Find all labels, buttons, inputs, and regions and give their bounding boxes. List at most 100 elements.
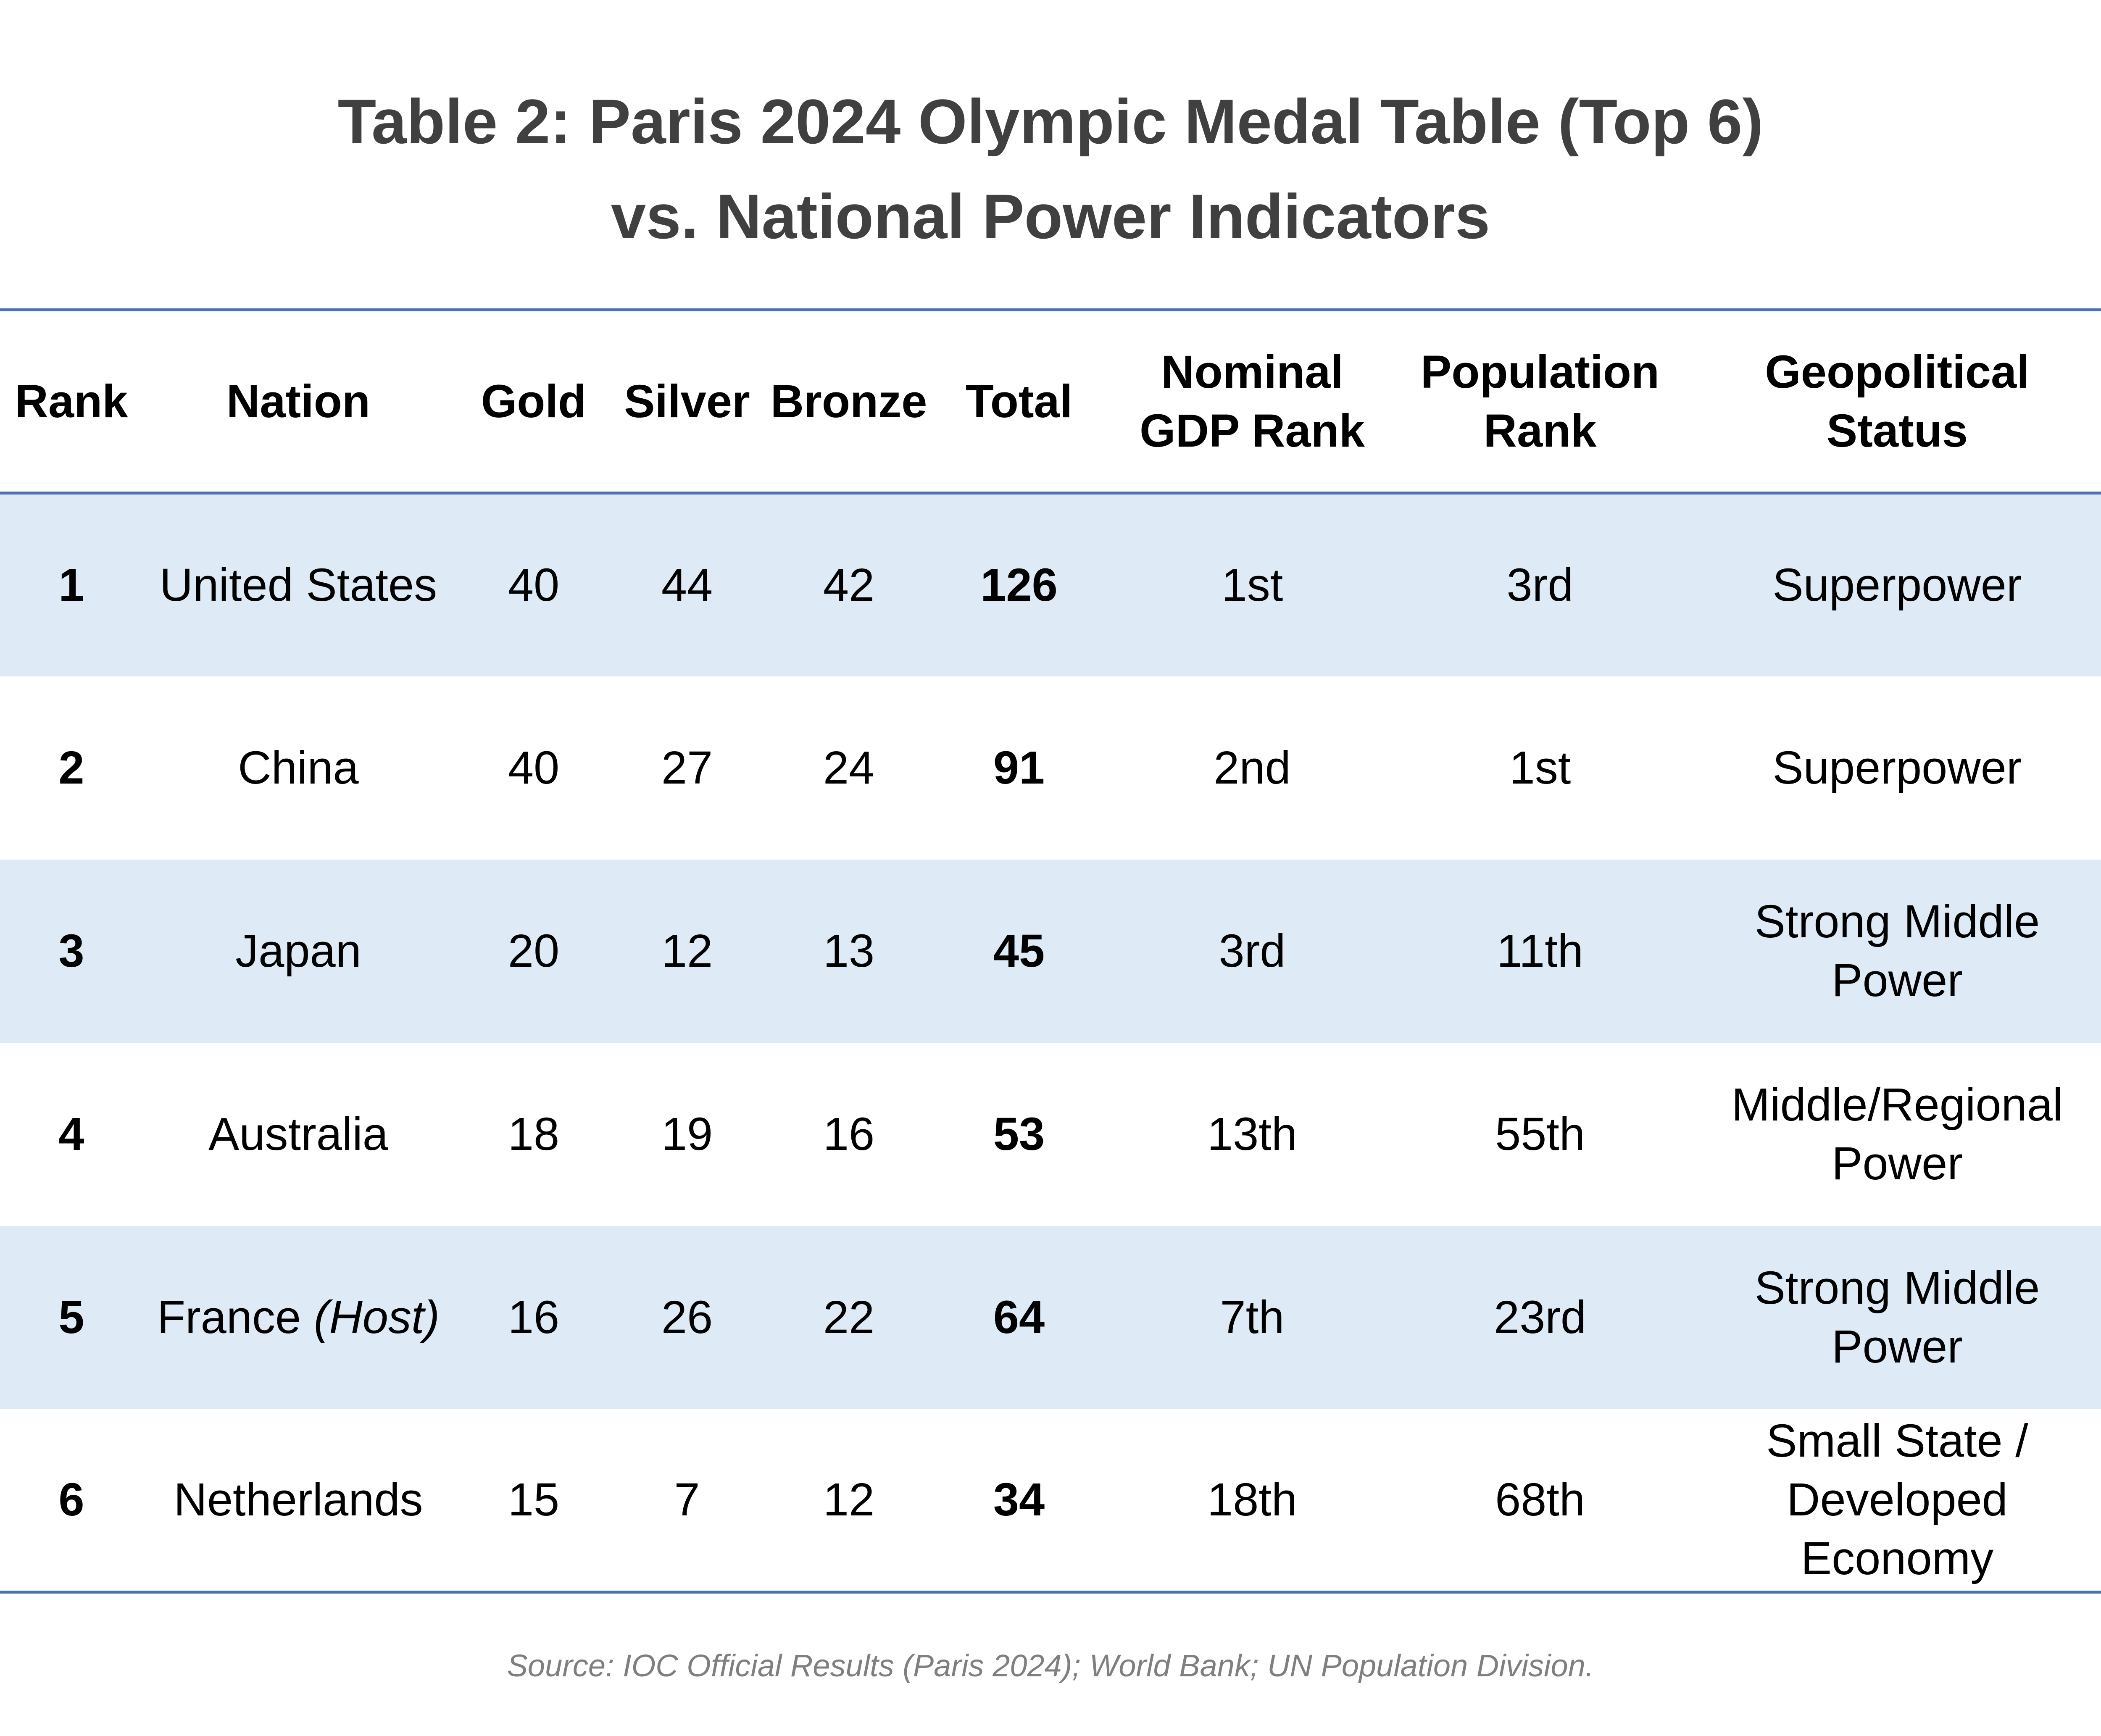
header-label: Nominal xyxy=(1161,346,1343,398)
header-label: Rank xyxy=(15,375,128,427)
rank-cell: 2 xyxy=(58,742,84,794)
nation-cell: China xyxy=(143,676,454,860)
title-line-2: vs. National Power Indicators xyxy=(611,181,1490,252)
status-line: Power xyxy=(1832,954,1963,1006)
gold-cell: 15 xyxy=(508,1473,560,1526)
header-label: Bronze xyxy=(770,375,927,427)
total-cell: 91 xyxy=(993,742,1045,794)
nation-cell: Japan xyxy=(143,860,454,1043)
table-row: 4 Australia 18 19 16 53 13th 55th Middle/Regiona… xyxy=(0,1043,2101,1226)
header-label: Status xyxy=(1826,405,1968,457)
silver-cell: 7 xyxy=(674,1473,700,1526)
bronze-cell: 24 xyxy=(823,742,875,794)
header-label: Geopolitical xyxy=(1765,346,2030,398)
header-nation: Nation xyxy=(143,310,454,493)
header-gdp-rank: Nominal GDP Rank xyxy=(1101,310,1403,493)
total-cell: 45 xyxy=(993,925,1045,977)
gdp-rank-cell: 1st xyxy=(1221,559,1283,611)
status-line: Middle/Regional xyxy=(1731,1078,2063,1131)
header-rank: Rank xyxy=(0,310,143,493)
gold-cell: 40 xyxy=(508,742,560,794)
status-line: Strong Middle xyxy=(1754,1262,2040,1314)
gdp-rank-cell: 13th xyxy=(1207,1108,1298,1160)
gold-cell: 18 xyxy=(508,1108,560,1160)
silver-cell: 44 xyxy=(661,559,713,611)
geopolitical-status-cell: Strong Middle Power xyxy=(1677,1226,2101,1409)
status-line: Superpower xyxy=(1772,559,2022,611)
rank-cell: 1 xyxy=(58,559,84,611)
nation-name: France xyxy=(157,1291,301,1343)
status-line: Power xyxy=(1832,1137,1963,1189)
table-body: 1 United States 40 44 42 126 1st 3rd Superpower 2… xyxy=(0,493,2101,1592)
geopolitical-status-cell: Strong Middle Power xyxy=(1677,860,2101,1043)
header-total: Total xyxy=(937,310,1101,493)
silver-cell: 19 xyxy=(661,1108,713,1160)
medal-table: Rank Nation Gold Silver Bronze Total Nominal GD… xyxy=(0,308,2101,1594)
title-line-1: Table 2: Paris 2024 Olympic Medal Table … xyxy=(337,86,1764,157)
status-line: Developed xyxy=(1787,1473,2008,1526)
header-row: Rank Nation Gold Silver Bronze Total Nominal GD… xyxy=(0,310,2101,493)
table-row: 1 United States 40 44 42 126 1st 3rd Superpower xyxy=(0,493,2101,676)
silver-cell: 26 xyxy=(661,1291,713,1343)
table-row: 6 Netherlands 15 7 12 34 18th 68th Small State /… xyxy=(0,1409,2101,1592)
gdp-rank-cell: 18th xyxy=(1207,1473,1298,1526)
rank-cell: 4 xyxy=(58,1108,84,1160)
status-line: Strong Middle xyxy=(1754,895,2040,947)
nation-cell: Netherlands xyxy=(143,1409,454,1592)
header-geopolitical-status: Geopolitical Status xyxy=(1677,310,2101,493)
table-row: 3 Japan 20 12 13 45 3rd 11th Strong Middle Power xyxy=(0,859,2101,1043)
population-rank-cell: 11th xyxy=(1497,925,1583,977)
nation-cell: Australia xyxy=(143,1043,454,1226)
rank-cell: 5 xyxy=(58,1291,84,1343)
gdp-rank-cell: 2nd xyxy=(1214,742,1291,794)
nation-cell: United States xyxy=(143,493,454,676)
gold-cell: 40 xyxy=(508,559,560,611)
gdp-rank-cell: 7th xyxy=(1220,1291,1285,1343)
bronze-cell: 22 xyxy=(823,1291,875,1343)
nation-name: China xyxy=(238,742,359,794)
bronze-cell: 13 xyxy=(823,925,875,977)
host-note: (Host) xyxy=(313,1291,440,1343)
population-rank-cell: 1st xyxy=(1509,742,1571,794)
silver-cell: 27 xyxy=(661,742,713,794)
header-label: Gold xyxy=(481,375,587,427)
status-line: Power xyxy=(1832,1320,1963,1373)
population-rank-cell: 68th xyxy=(1495,1473,1585,1526)
total-cell: 126 xyxy=(980,559,1058,611)
table-row: 5 France (Host) 16 26 22 64 7th 23rd Strong Midd… xyxy=(0,1226,2101,1409)
header-bronze: Bronze xyxy=(761,310,937,493)
geopolitical-status-cell: Middle/Regional Power xyxy=(1677,1043,2101,1226)
gold-cell: 20 xyxy=(508,925,560,977)
gold-cell: 16 xyxy=(508,1291,560,1343)
nation-name: Netherlands xyxy=(174,1473,423,1526)
status-line: Small State / xyxy=(1766,1415,2028,1467)
nation-name: United States xyxy=(159,559,437,611)
nation-cell: France (Host) xyxy=(143,1226,454,1409)
total-cell: 53 xyxy=(993,1108,1045,1160)
bronze-cell: 42 xyxy=(823,559,875,611)
header-label: Nation xyxy=(226,375,371,427)
header-label: Total xyxy=(965,375,1073,427)
population-rank-cell: 55th xyxy=(1495,1108,1585,1160)
header-label: GDP Rank xyxy=(1140,405,1365,457)
header-silver: Silver xyxy=(613,310,761,493)
gdp-rank-cell: 3rd xyxy=(1219,925,1286,977)
geopolitical-status-cell: Small State / Developed Economy xyxy=(1677,1409,2101,1592)
total-cell: 34 xyxy=(993,1473,1045,1526)
header-label: Rank xyxy=(1483,405,1597,457)
rank-cell: 6 xyxy=(58,1473,84,1526)
bronze-cell: 12 xyxy=(823,1473,875,1526)
table-row: 2 China 40 27 24 91 2nd 1st Superpower xyxy=(0,676,2101,860)
table-title: Table 2: Paris 2024 Olympic Medal Table … xyxy=(0,74,2101,264)
nation-name: Australia xyxy=(208,1108,388,1160)
bronze-cell: 16 xyxy=(823,1108,875,1160)
header-gold: Gold xyxy=(454,310,613,493)
nation-name: Japan xyxy=(235,925,361,977)
header-label: Silver xyxy=(624,375,750,427)
status-line: Superpower xyxy=(1772,742,2022,794)
total-cell: 64 xyxy=(993,1291,1045,1343)
status-line: Economy xyxy=(1801,1532,1994,1584)
population-rank-cell: 23rd xyxy=(1493,1291,1587,1343)
header-label: Population xyxy=(1420,346,1660,398)
silver-cell: 12 xyxy=(661,925,713,977)
